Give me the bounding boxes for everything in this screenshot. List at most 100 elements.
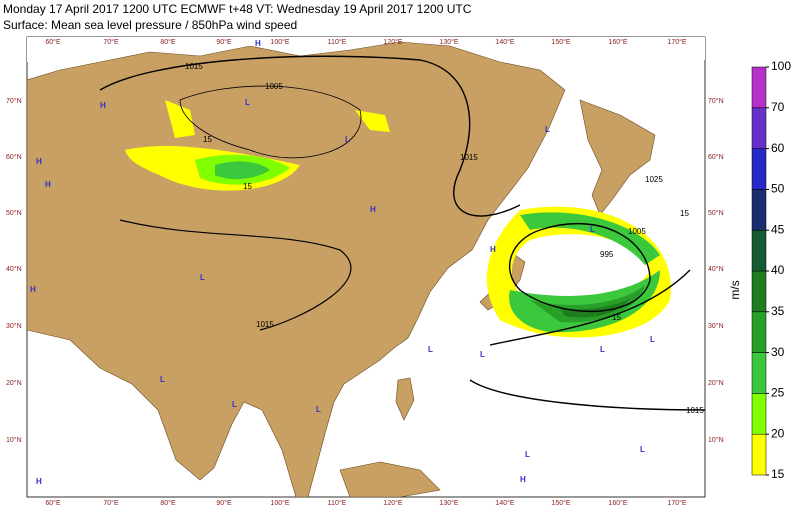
- colorbar-band: [751, 433, 767, 476]
- isobar-label: 15: [680, 209, 689, 218]
- isobar-label: 1015: [686, 406, 704, 415]
- low-marker: L: [200, 273, 205, 282]
- lon-label: 110°E: [328, 499, 347, 507]
- low-marker: L: [590, 225, 595, 234]
- high-marker: H: [36, 477, 42, 486]
- isobar-label: 1015: [256, 320, 274, 329]
- high-marker: H: [30, 285, 36, 294]
- low-marker: L: [545, 125, 550, 134]
- lon-label: 130°E: [439, 38, 458, 46]
- lon-label: 120°E: [383, 38, 402, 46]
- lon-label: 170°E: [667, 38, 686, 46]
- colorbar-tick-label: 100: [771, 59, 791, 73]
- lat-label: 50°N: [708, 209, 724, 217]
- lat-label: 20°N: [6, 379, 22, 387]
- lat-label: 70°N: [708, 97, 724, 105]
- isobars: [99, 55, 705, 411]
- isobar-label: 1015: [185, 62, 203, 71]
- low-marker: L: [245, 98, 250, 107]
- lat-label: 10°N: [6, 436, 22, 444]
- colorbar-tick-label: 30: [771, 345, 785, 359]
- lon-label: 60°E: [45, 38, 61, 46]
- colorbar-band: [751, 311, 767, 353]
- high-marker: H: [36, 157, 42, 166]
- colorbar-band: [751, 229, 767, 272]
- isobar-label: 15: [203, 135, 212, 144]
- map-panel: [26, 36, 706, 498]
- high-marker: H: [255, 39, 261, 48]
- high-marker: H: [490, 245, 496, 254]
- high-marker: H: [370, 205, 376, 214]
- colorbar-band: [751, 189, 767, 231]
- lat-label: 60°N: [6, 153, 22, 161]
- low-marker: L: [345, 135, 350, 144]
- low-marker: L: [650, 335, 655, 344]
- lon-label: 70°E: [103, 499, 119, 507]
- lon-label: 80°E: [160, 38, 176, 46]
- lon-label: 90°E: [216, 38, 232, 46]
- low-marker: L: [600, 345, 605, 354]
- lon-label: 80°E: [160, 499, 176, 507]
- isobar-label: 1005: [628, 227, 646, 236]
- lon-label: 150°E: [551, 38, 570, 46]
- header-line: Monday 17 April 2017 1200 UTC ECMWF t+48…: [3, 2, 472, 16]
- isobar-label: 1005: [265, 82, 283, 91]
- colorbar-tick-label: 45: [771, 222, 785, 236]
- colorbar-band: [751, 393, 767, 435]
- colorbar-tick-label: 20: [771, 426, 785, 440]
- lat-label: 50°N: [6, 209, 22, 217]
- colorbar-band: [751, 148, 767, 190]
- colorbar-tick-label: 50: [771, 182, 785, 196]
- lat-label: 40°N: [708, 265, 724, 273]
- high-marker: H: [520, 475, 526, 484]
- low-marker: L: [525, 450, 530, 459]
- isobar-label: 1025: [645, 175, 663, 184]
- lon-label: 140°E: [495, 38, 514, 46]
- lon-label: 70°E: [103, 38, 119, 46]
- lon-label: 150°E: [551, 499, 570, 507]
- colorbar-unit: m/s: [728, 280, 742, 299]
- isobar-label: 15: [612, 313, 621, 322]
- low-marker: L: [160, 375, 165, 384]
- wind-shading: [125, 100, 671, 338]
- colorbar-tick-label: 60: [771, 141, 785, 155]
- lat-label: 70°N: [6, 97, 22, 105]
- colorbar-tick-label: 35: [771, 304, 785, 318]
- header-line: Surface: Mean sea level pressure / 850hP…: [3, 18, 297, 32]
- low-marker: L: [232, 400, 237, 409]
- colorbar-band: [751, 270, 767, 313]
- colorbar-band: [751, 66, 767, 109]
- lon-label: 160°E: [608, 38, 627, 46]
- low-marker: L: [316, 405, 321, 414]
- isobar-label: 1015: [460, 153, 478, 162]
- lon-label: 160°E: [608, 499, 627, 507]
- low-marker: L: [640, 445, 645, 454]
- lon-label: 140°E: [495, 499, 514, 507]
- lon-label: 120°E: [383, 499, 402, 507]
- low-marker: L: [480, 350, 485, 359]
- lat-label: 20°N: [708, 379, 724, 387]
- lon-label: 60°E: [45, 499, 61, 507]
- lon-label: 130°E: [439, 499, 458, 507]
- colorbar-band: [751, 352, 767, 394]
- lat-label: 30°N: [6, 322, 22, 330]
- high-marker: H: [100, 101, 106, 110]
- lon-label: 100°E: [270, 499, 289, 507]
- lon-label: 100°E: [270, 38, 289, 46]
- lon-label: 110°E: [328, 38, 347, 46]
- colorbar-tick-label: 25: [771, 386, 785, 400]
- colorbar-tick-label: 15: [771, 467, 785, 481]
- high-marker: H: [45, 180, 51, 189]
- low-marker: L: [428, 345, 433, 354]
- lat-label: 30°N: [708, 322, 724, 330]
- lat-label: 10°N: [708, 436, 724, 444]
- lon-label: 90°E: [216, 499, 232, 507]
- colorbar-band: [751, 107, 767, 149]
- colorbar-tick-label: 70: [771, 100, 785, 114]
- lat-label: 60°N: [708, 153, 724, 161]
- lon-label: 170°E: [667, 499, 686, 507]
- isobar-label: 15: [243, 182, 252, 191]
- colorbar-tick-label: 40: [771, 263, 785, 277]
- isobar-label: 995: [600, 250, 614, 259]
